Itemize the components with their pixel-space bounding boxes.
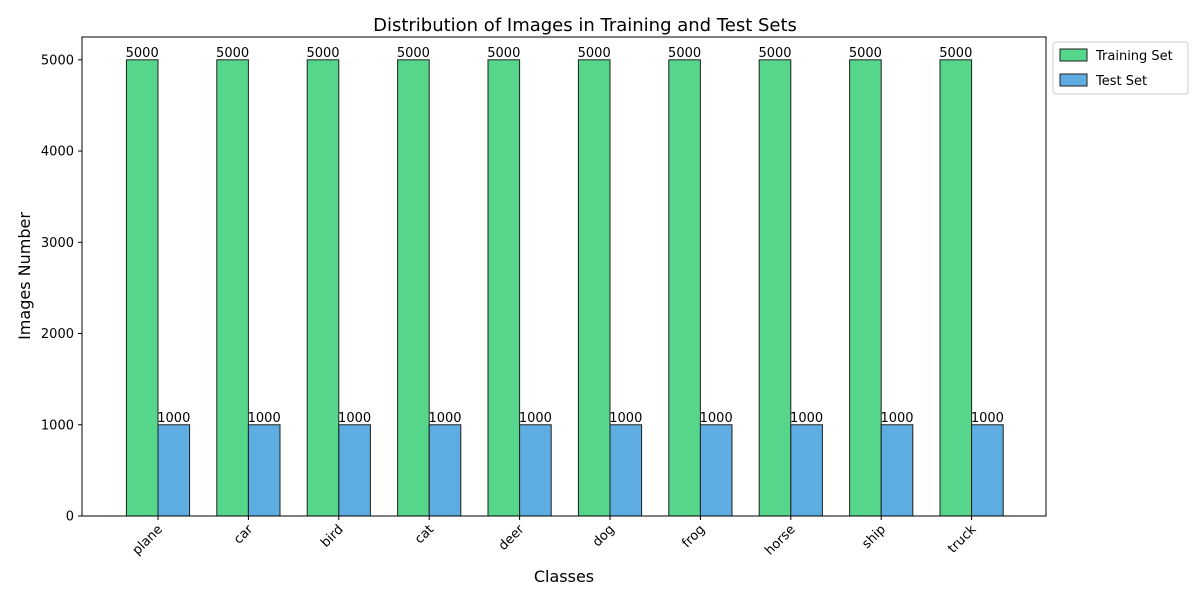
y-axis: 0 1000 2000 3000 4000 5000	[41, 53, 82, 525]
bar-training-set-car	[216, 59, 249, 517]
data-label-test-set-plane: 1000	[157, 411, 190, 426]
data-label-training-set-car: 5000	[216, 46, 249, 61]
bar-test-set-horse	[790, 424, 823, 517]
bar-test-set-car	[247, 424, 281, 517]
bar-test-set-plane	[157, 424, 191, 517]
chart-title: Distribution of Images in Training and T…	[373, 15, 797, 36]
legend: Training Set Test Set	[1052, 41, 1189, 95]
data-label-test-set-bird: 1000	[338, 411, 371, 426]
y-tick-label-2000: 2000	[41, 327, 74, 342]
bar-test-set-ship	[880, 424, 914, 517]
legend-swatch-training-set	[1059, 48, 1088, 62]
y-tick-label-5000: 5000	[41, 53, 74, 68]
x-tick-label-ship: ship	[859, 522, 889, 552]
x-axis-label: Classes	[534, 567, 594, 586]
data-label-test-set-car: 1000	[248, 411, 281, 426]
legend-swatch-test-set	[1059, 73, 1088, 87]
y-axis-label: Images Number	[15, 212, 34, 340]
bar-test-set-bird	[338, 424, 371, 517]
bars-layer	[125, 59, 1004, 517]
plot-area-frame	[81, 36, 1047, 517]
bar-training-set-bird	[306, 59, 340, 517]
bar-test-set-cat	[428, 424, 462, 517]
x-tick-label-truck: truck	[945, 522, 980, 557]
x-tick-label-car: car	[231, 522, 257, 548]
data-label-test-set-deer: 1000	[519, 411, 552, 426]
data-label-training-set-cat: 5000	[397, 46, 430, 61]
data-label-test-set-cat: 1000	[428, 411, 461, 426]
data-label-test-set-horse: 1000	[790, 411, 823, 426]
bar-training-set-plane	[125, 59, 159, 517]
bar-training-set-frog	[668, 59, 701, 517]
bar-training-set-cat	[397, 59, 430, 517]
data-labels-layer: 5000 1000 5000 1000 5000 1000 5000 1000 5000 1000…	[126, 46, 1004, 426]
x-tick-label-plane: plane	[130, 522, 166, 558]
bar-test-set-frog	[699, 424, 733, 517]
data-label-training-set-ship: 5000	[849, 46, 882, 61]
data-label-training-set-horse: 5000	[758, 46, 791, 61]
bar-test-set-deer	[519, 424, 552, 517]
x-tick-label-deer: deer	[496, 522, 528, 554]
bar-test-set-dog	[609, 424, 643, 517]
bar-training-set-deer	[487, 59, 521, 517]
x-tick-label-bird: bird	[318, 522, 346, 550]
data-label-training-set-bird: 5000	[306, 46, 339, 61]
bar-training-set-ship	[849, 59, 882, 517]
data-label-training-set-deer: 5000	[487, 46, 520, 61]
x-tick-label-dog: dog	[590, 522, 618, 550]
data-label-test-set-dog: 1000	[609, 411, 642, 426]
legend-label-training-set: Training Set	[1095, 49, 1173, 64]
y-tick-label-1000: 1000	[41, 418, 74, 433]
y-tick-label-3000: 3000	[41, 236, 74, 251]
bar-training-set-dog	[577, 59, 611, 517]
data-label-training-set-frog: 5000	[668, 46, 701, 61]
bar-training-set-horse	[758, 59, 792, 517]
bar-test-set-truck	[971, 424, 1004, 517]
data-label-test-set-frog: 1000	[700, 411, 733, 426]
y-tick-label-0: 0	[66, 510, 74, 525]
data-label-test-set-truck: 1000	[971, 411, 1004, 426]
y-tick-label-4000: 4000	[41, 145, 74, 160]
x-tick-label-frog: frog	[679, 522, 708, 551]
bar-training-set-truck	[939, 59, 973, 517]
data-label-training-set-truck: 5000	[939, 46, 972, 61]
legend-label-test-set: Test Set	[1095, 74, 1147, 89]
x-tick-label-horse: horse	[762, 522, 798, 558]
x-axis: plane car bird cat deer dog frog horse ship truck	[130, 516, 980, 559]
data-label-test-set-ship: 1000	[880, 411, 913, 426]
data-label-training-set-dog: 5000	[578, 46, 611, 61]
x-tick-label-cat: cat	[412, 522, 437, 547]
data-label-training-set-plane: 5000	[126, 46, 159, 61]
